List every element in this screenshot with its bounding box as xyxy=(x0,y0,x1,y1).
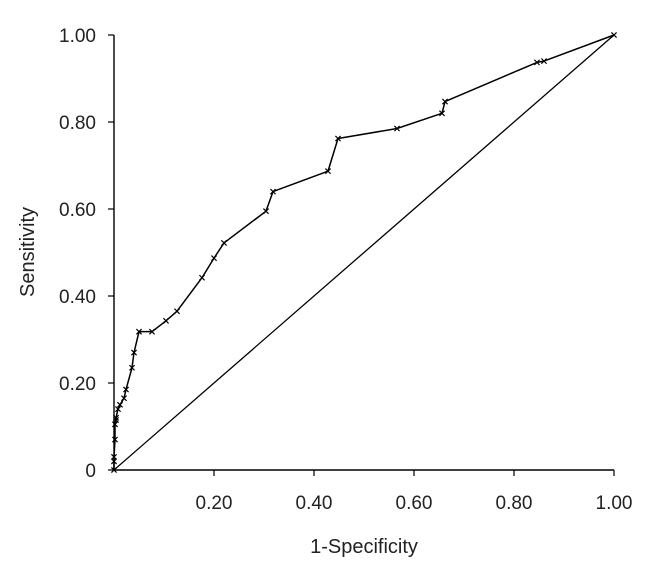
roc-point-marker xyxy=(173,308,181,315)
roc-point-marker xyxy=(540,58,548,65)
roc-point-marker xyxy=(438,110,446,117)
y-axis-title: Sensitivity xyxy=(17,207,39,297)
roc-point-marker xyxy=(114,406,122,413)
roc-point-marker xyxy=(324,168,332,175)
y-axis-ticks: 0 0.20 0.40 0.60 0.80 1.00 xyxy=(59,26,114,482)
x-tick-label: 0.20 xyxy=(196,493,233,514)
y-tick-label: 0.60 xyxy=(59,200,96,221)
roc-point-marker xyxy=(162,317,170,324)
roc-point-marker xyxy=(210,255,218,262)
roc-point-marker xyxy=(610,31,618,39)
roc-point-marker xyxy=(262,208,270,215)
x-tick-label: 0.40 xyxy=(296,493,333,514)
roc-point-marker xyxy=(220,239,228,246)
x-tick-label: 1.00 xyxy=(596,493,633,514)
x-axis-ticks: 0.20 0.40 0.60 0.80 1.00 xyxy=(196,470,633,514)
roc-point-marker xyxy=(135,328,143,335)
roc-point-marker xyxy=(110,458,118,465)
y-tick-label: 0 xyxy=(85,461,96,482)
roc-point-marker xyxy=(110,453,118,460)
reference-diagonal-line xyxy=(113,34,615,471)
roc-point-marker xyxy=(393,125,401,132)
roc-point-marker xyxy=(269,188,277,195)
roc-point-marker xyxy=(111,436,119,443)
roc-point-marker xyxy=(148,328,156,335)
roc-point-marker xyxy=(198,274,206,281)
roc-point-marker xyxy=(116,401,124,408)
x-tick-label: 0.60 xyxy=(396,493,433,514)
roc-point-marker xyxy=(130,349,138,356)
roc-point-marker xyxy=(533,59,541,66)
y-tick-label: 0.80 xyxy=(59,113,96,134)
roc-point-marker xyxy=(334,135,342,142)
x-axis-title: 1-Specificity xyxy=(310,536,418,558)
roc-point-marker xyxy=(112,414,120,421)
roc-point-marker xyxy=(112,416,120,423)
y-tick-label: 1.00 xyxy=(59,26,96,47)
plot-area xyxy=(110,31,618,474)
roc-point-marker xyxy=(122,386,130,393)
roc-point-marker xyxy=(128,364,136,371)
roc-point-marker xyxy=(111,421,119,428)
roc-point-marker xyxy=(441,98,449,105)
y-tick-label: 0.20 xyxy=(59,374,96,395)
y-tick-label: 0.40 xyxy=(59,287,96,308)
roc-point-marker xyxy=(120,395,128,402)
x-tick-label: 0.80 xyxy=(496,493,533,514)
